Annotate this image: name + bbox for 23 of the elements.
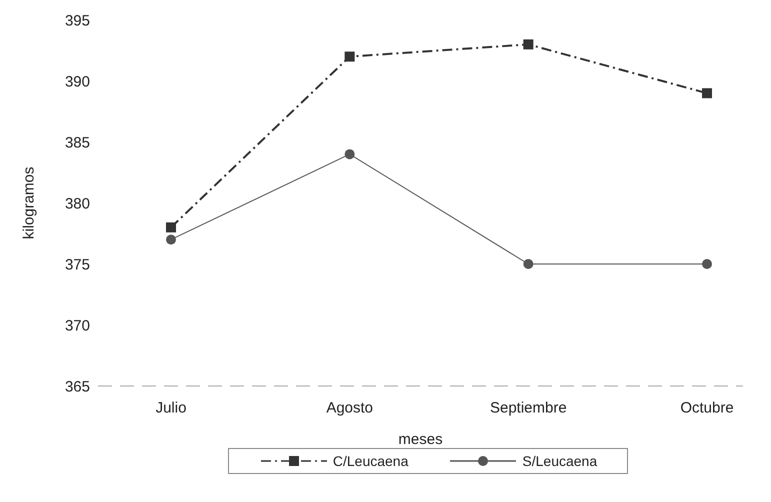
y-tick-label: 395 <box>64 12 90 30</box>
point <box>702 88 712 98</box>
x-tick-label: Octubre <box>680 400 734 417</box>
point <box>166 222 176 232</box>
y-tick-label: 380 <box>64 195 90 212</box>
y-tick-label: 390 <box>64 73 90 90</box>
y-tick-label: 385 <box>64 134 90 152</box>
legend-label: C/Leucaena <box>332 453 408 469</box>
x-tick-label: Septiembre <box>490 400 567 417</box>
y-tick-label: 370 <box>64 317 90 334</box>
point <box>523 259 534 269</box>
y-tick-label: 375 <box>64 256 90 274</box>
y-tick-label: 365 <box>64 378 90 396</box>
x-tick-label: Julio <box>156 400 186 417</box>
legend-label: S/Leucaena <box>521 453 598 469</box>
y-axis-title: kilogramos <box>20 166 38 240</box>
point <box>166 234 176 245</box>
point <box>702 259 712 269</box>
x-axis-title: meses <box>398 431 443 448</box>
point <box>523 39 534 50</box>
point <box>344 52 355 62</box>
x-tick-label: Agosto <box>326 400 374 417</box>
point <box>344 149 355 160</box>
